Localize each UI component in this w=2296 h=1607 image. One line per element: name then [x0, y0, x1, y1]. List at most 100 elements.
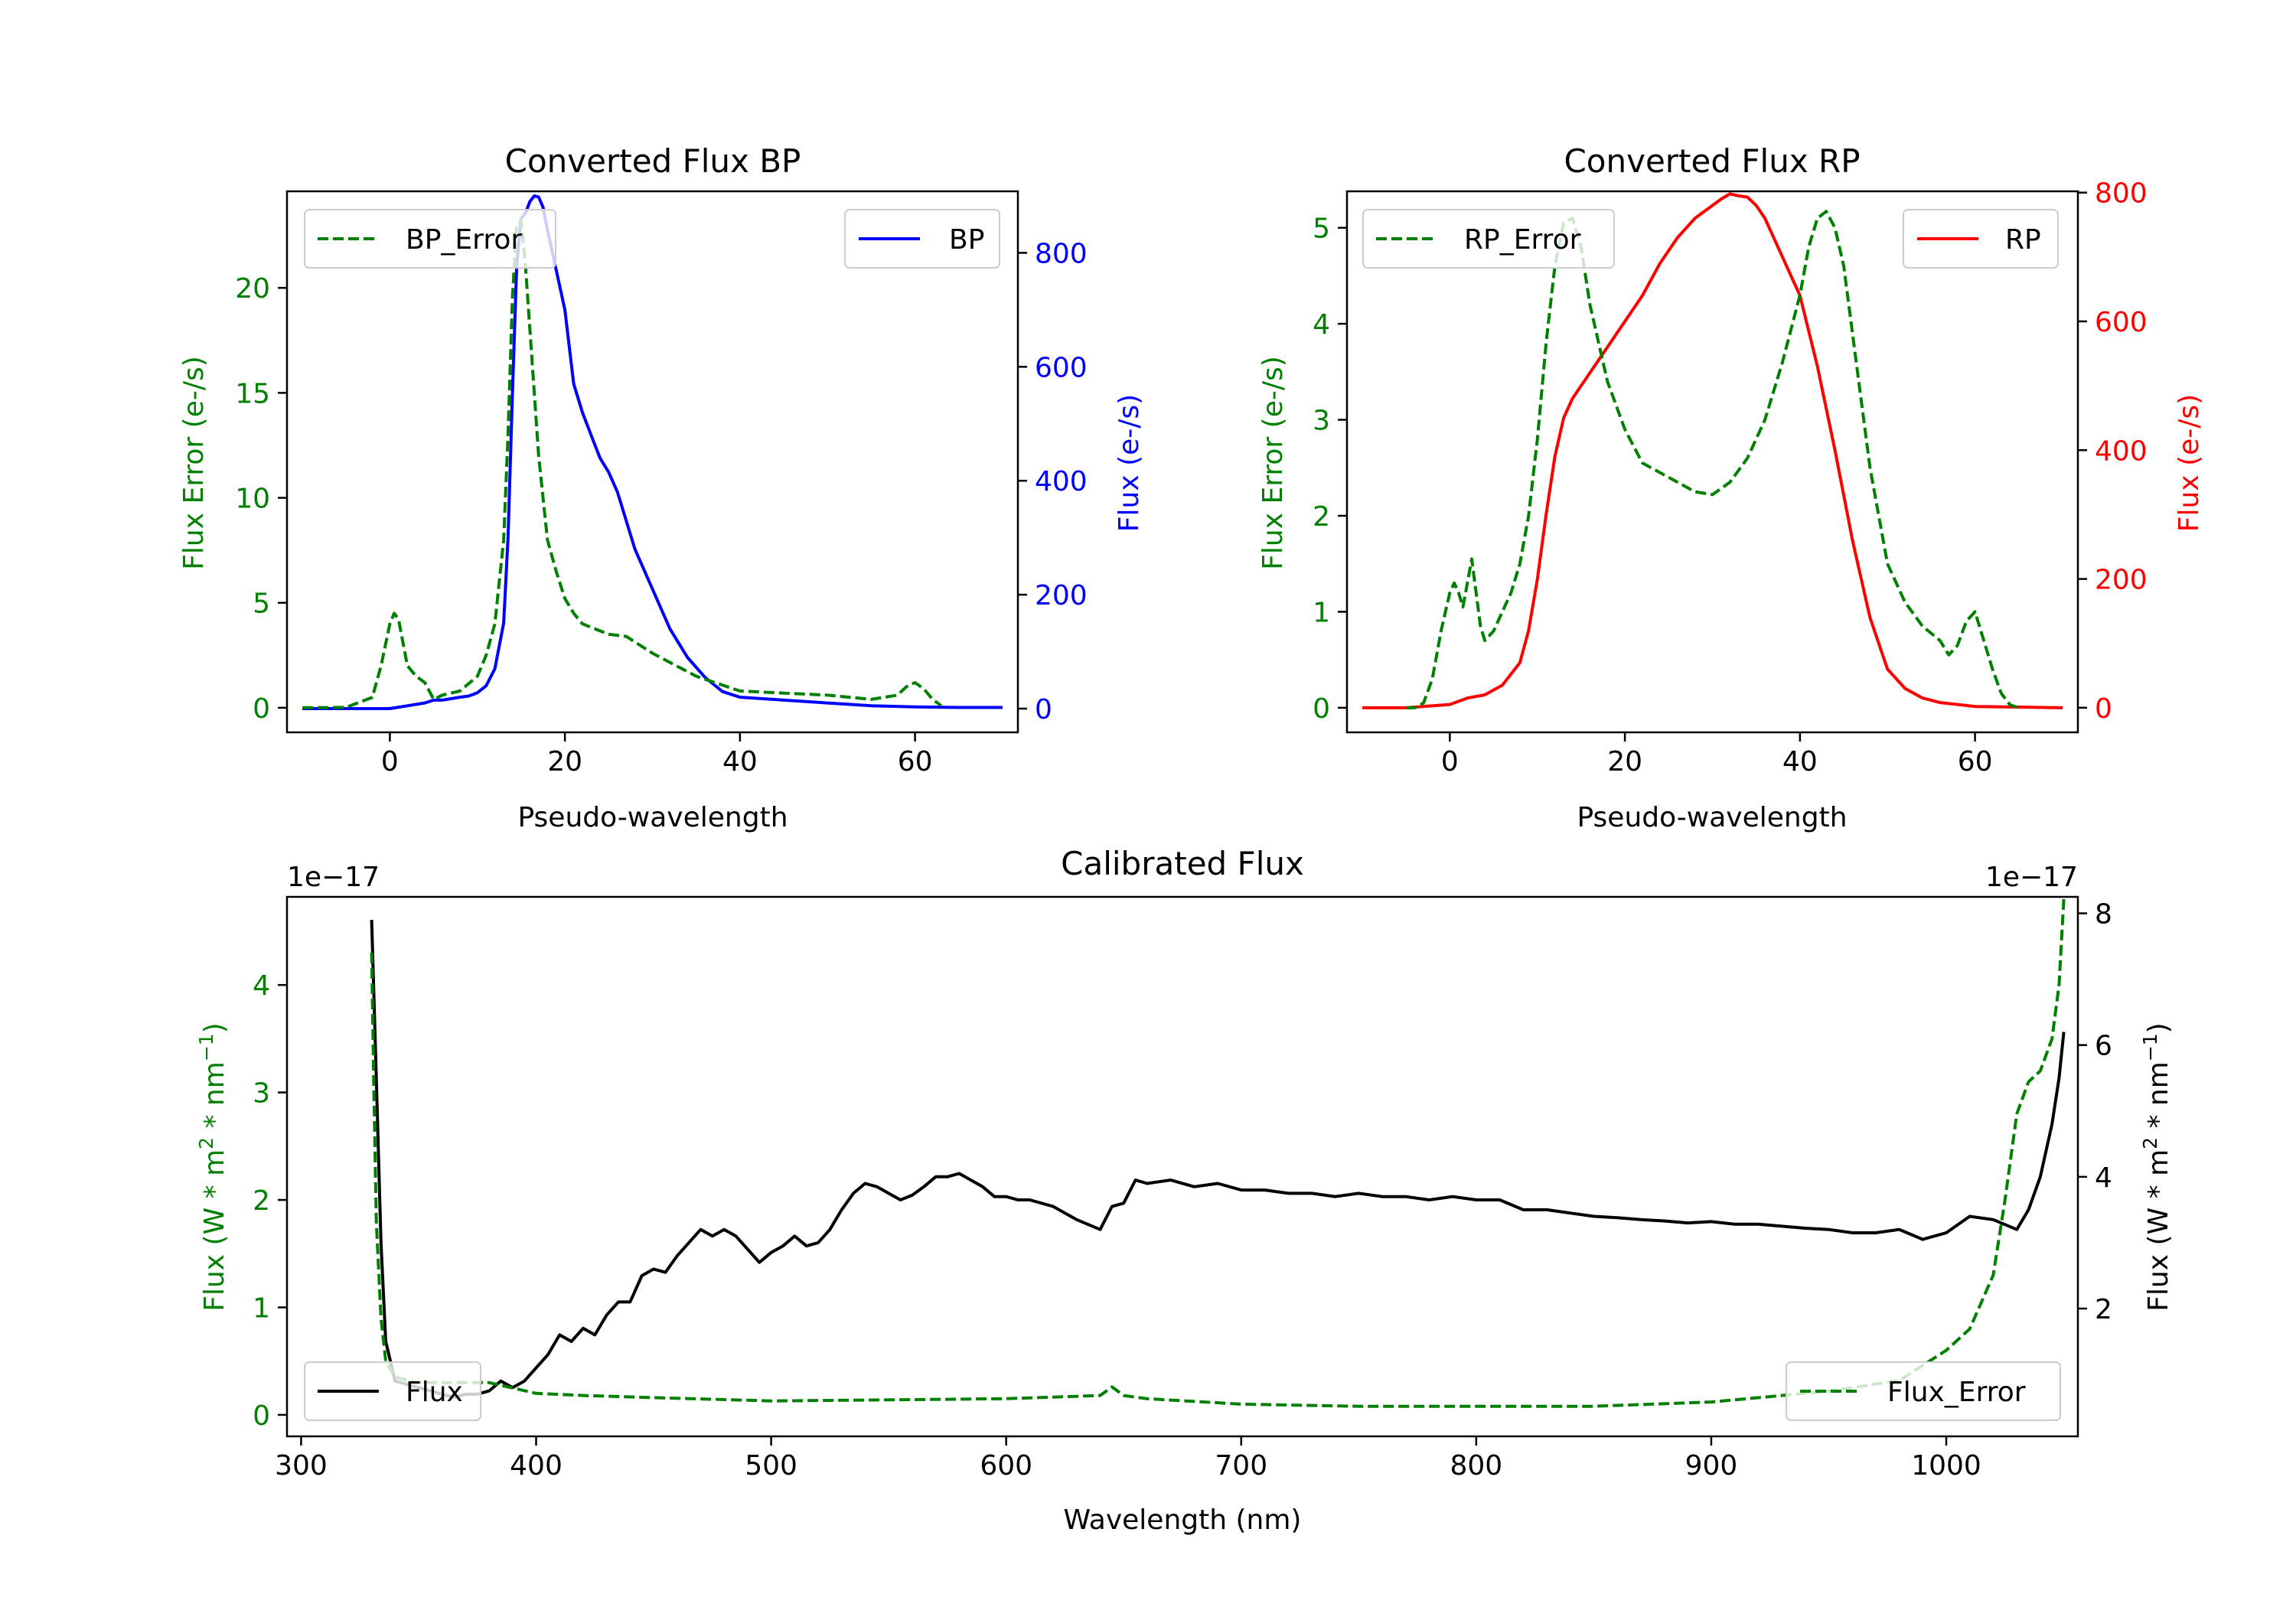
bp-legend-error-box	[304, 209, 556, 269]
bp-ytick-right-label: 400	[1035, 466, 1088, 497]
cal-xlabel: Wavelength (nm)	[1064, 1504, 1302, 1536]
cal-ytick-right-label: 8	[2095, 899, 2112, 931]
cal-ylabel-left-sup1: 2	[195, 1137, 217, 1149]
rp-ytick-left-label: 5	[1313, 214, 1330, 245]
bp-xtick-label: 20	[547, 746, 582, 777]
cal-xtick-label: 500	[745, 1450, 797, 1482]
cal-ylabel-right: Flux (W * m2 * nm−1)	[2139, 1022, 2174, 1311]
rp-series-rp-line	[1362, 192, 2063, 709]
cal-yticks-right: 2 4 6 8	[2078, 899, 2112, 1325]
cal-ylabel-right-sup1: 2	[2139, 1137, 2161, 1149]
cal-ytick-left-label: 4	[253, 970, 270, 1002]
cal-lines	[370, 898, 2066, 1408]
cal-series-flux-error-line	[370, 898, 2066, 1408]
rp-yticks-left: 0 1 2 3 4 5	[1313, 214, 1347, 725]
bp-ytick-right-label: 200	[1035, 580, 1088, 611]
rp-yticks-right: 0 200 400 600 800	[2078, 178, 2148, 725]
rp-xlabel: Pseudo-wavelength	[1577, 802, 1847, 833]
rp-ytick-left-label: 2	[1313, 501, 1330, 533]
rp-xtick-label: 60	[1958, 746, 1993, 777]
cal-title: Calibrated Flux	[1061, 845, 1304, 882]
rp-ytick-left-label: 0	[1313, 693, 1330, 725]
bp-panel: Converted Flux BP Pseudo-wavelength Flux…	[178, 142, 1145, 833]
bp-ylabel-right: Flux (e-/s)	[1114, 394, 1145, 532]
cal-legend-flux-label: Flux	[406, 1377, 463, 1408]
cal-ylabel-left-b: * nm	[199, 1061, 230, 1137]
rp-legend-flux-box	[1903, 209, 2059, 269]
cal-xtick-label: 700	[1215, 1450, 1267, 1482]
bp-xtick-label: 40	[722, 746, 758, 777]
rp-ylabel-right: Flux (e-/s)	[2174, 394, 2205, 532]
rp-xticks: 0 20 40 60	[1441, 732, 1993, 777]
cal-ylabel-right-a: Flux (W * m	[2143, 1149, 2174, 1312]
cal-offset-left: 1e−17	[287, 862, 380, 893]
cal-xtick-label: 1000	[1911, 1450, 1981, 1482]
bp-legend-flux: BP	[844, 209, 1000, 269]
rp-legend-error: RP_Error	[1362, 209, 1615, 269]
bp-xlabel: Pseudo-wavelength	[517, 802, 788, 833]
rp-legend-error-label: RP_Error	[1464, 224, 1581, 256]
cal-ytick-left-label: 3	[253, 1078, 270, 1110]
bp-ytick-left-label: 5	[253, 588, 270, 620]
bp-ytick-left-label: 20	[235, 273, 270, 305]
rp-legend-error-box	[1362, 209, 1615, 269]
bp-ytick-right-label: 800	[1035, 238, 1088, 269]
rp-xtick-label: 0	[1441, 746, 1459, 777]
bp-yticks-right: 0 200 400 600 800	[1018, 238, 1088, 725]
cal-panel: Calibrated Flux 1e−17 1e−17 Wavelength (…	[195, 845, 2174, 1536]
rp-ytick-right-label: 0	[2095, 693, 2112, 725]
cal-legend-error: Flux_Error	[1786, 1361, 2061, 1421]
cal-ytick-left-label: 0	[253, 1400, 270, 1432]
bp-legend-flux-label: BP	[949, 224, 984, 256]
bp-title: Converted Flux BP	[505, 142, 801, 180]
cal-axes-frame	[285, 895, 2079, 1438]
rp-xtick-label: 40	[1782, 746, 1818, 777]
cal-ylabel-left-c: )	[199, 1022, 230, 1033]
rp-ytick-right-label: 600	[2095, 307, 2148, 338]
rp-ytick-right-label: 200	[2095, 565, 2148, 596]
cal-xtick-label: 600	[980, 1450, 1032, 1482]
rp-title: Converted Flux RP	[1564, 142, 1860, 180]
cal-ytick-right-label: 4	[2095, 1162, 2112, 1194]
bp-ytick-left-label: 15	[235, 378, 270, 409]
cal-ylabel-right-sup2: −1	[2139, 1033, 2161, 1061]
cal-legend-error-label: Flux_Error	[1887, 1377, 2026, 1408]
cal-xtick-label: 800	[1450, 1450, 1502, 1482]
cal-ylabel-left-sup2: −1	[195, 1033, 217, 1061]
cal-offset-right: 1e−17	[1985, 862, 2078, 893]
cal-ytick-left-label: 2	[253, 1185, 270, 1217]
bp-xtick-label: 60	[898, 746, 933, 777]
cal-ylabel-left-a: Flux (W * m	[199, 1149, 230, 1312]
bp-ylabel-left: Flux Error (e-/s)	[178, 356, 210, 570]
bp-ytick-left-label: 10	[235, 484, 270, 515]
cal-legend-error-box	[1786, 1361, 2061, 1421]
rp-ytick-right-label: 400	[2095, 435, 2148, 467]
rp-series-rp-error-line	[1406, 210, 2020, 709]
cal-xtick-label: 300	[275, 1450, 328, 1482]
rp-xtick-label: 20	[1607, 746, 1642, 777]
bp-ytick-left-label: 0	[253, 693, 270, 725]
rp-ytick-right-label: 800	[2095, 178, 2148, 210]
rp-legend-flux: RP	[1903, 209, 2059, 269]
rp-ytick-left-label: 4	[1313, 309, 1330, 341]
rp-ylabel-left: Flux Error (e-/s)	[1257, 356, 1289, 570]
rp-ytick-left-label: 1	[1313, 597, 1330, 628]
rp-ytick-left-label: 3	[1313, 406, 1330, 437]
cal-yticks-left: 0 1 2 3 4	[253, 970, 287, 1432]
bp-legend-flux-box	[844, 209, 1000, 269]
cal-xticks: 300 400 500 600 700 800 900 1000	[275, 1436, 1981, 1482]
rp-legend-flux-label: RP	[2005, 224, 2041, 256]
cal-ylabel-left: Flux (W * m2 * nm−1)	[195, 1022, 230, 1311]
cal-xtick-label: 400	[510, 1450, 563, 1482]
cal-xtick-label: 900	[1685, 1450, 1738, 1482]
cal-legend-flux: Flux	[304, 1361, 481, 1421]
bp-xticks: 0 20 40 60	[381, 732, 933, 777]
cal-ytick-left-label: 1	[253, 1292, 270, 1324]
bp-ytick-right-label: 0	[1035, 694, 1052, 725]
cal-ytick-right-label: 6	[2095, 1031, 2112, 1062]
cal-series-flux-line	[370, 920, 2066, 1400]
cal-ytick-right-label: 2	[2095, 1294, 2112, 1325]
rp-panel: Converted Flux RP Pseudo-wavelength Flux…	[1257, 142, 2205, 833]
rp-axes-frame	[1345, 190, 2079, 734]
